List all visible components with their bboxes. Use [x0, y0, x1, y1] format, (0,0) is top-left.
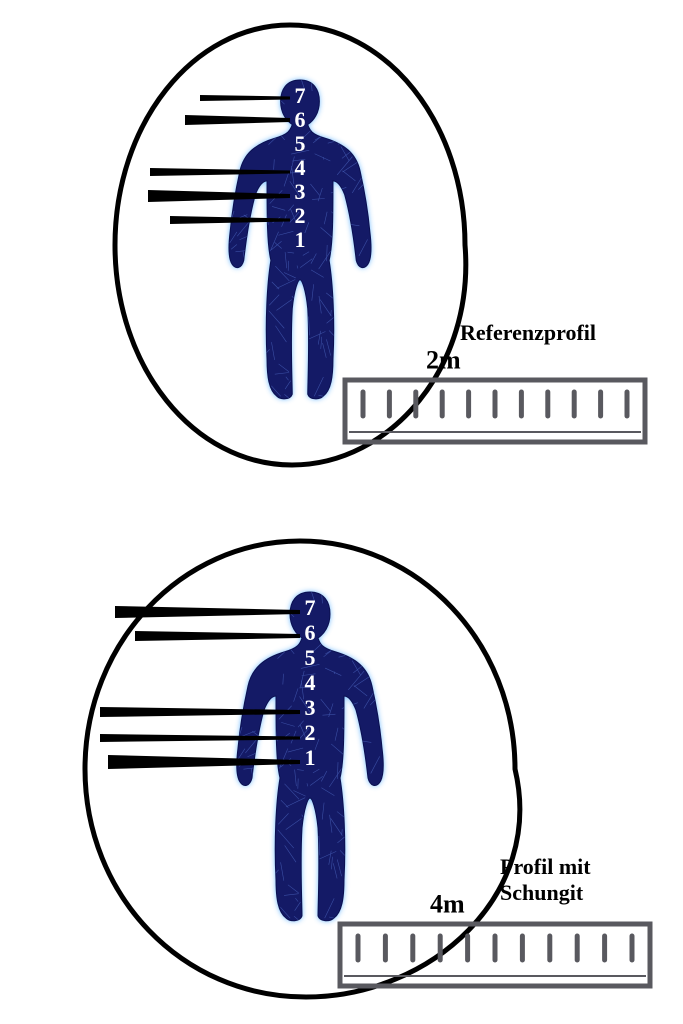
figure-number-6: 6 — [305, 620, 316, 645]
level-bar-3 — [100, 707, 300, 717]
figure-number-3: 3 — [295, 179, 306, 204]
figure-number-6: 6 — [295, 107, 306, 132]
level-bar-1 — [115, 606, 300, 618]
panel-top: 7654321 2m — [0, 0, 683, 512]
scale-ruler: 4m — [340, 889, 650, 986]
figure-number-2: 2 — [295, 203, 306, 228]
level-bar-2 — [135, 631, 300, 641]
panel-label-top: Referenzprofil — [460, 320, 596, 346]
panel-svg-top: 7654321 2m — [0, 0, 683, 512]
scale-value: 4m — [430, 889, 465, 918]
figure-number-4: 4 — [305, 670, 316, 695]
figure-number-1: 1 — [305, 745, 316, 770]
figure-number-1: 1 — [295, 227, 306, 252]
level-bar-1 — [200, 95, 290, 101]
figure-numbers: 7654321 — [305, 595, 316, 770]
figure-number-7: 7 — [295, 83, 306, 108]
figure-numbers: 7654321 — [295, 83, 306, 252]
scale-value: 2m — [426, 345, 461, 374]
level-bar-4 — [100, 734, 300, 742]
figure-number-3: 3 — [305, 695, 316, 720]
figure-number-4: 4 — [295, 155, 306, 180]
figure-number-5: 5 — [295, 131, 306, 156]
figure-number-5: 5 — [305, 645, 316, 670]
figure-number-2: 2 — [305, 720, 316, 745]
panel-bottom: 7654321 4m — [0, 524, 683, 1024]
level-bar-2 — [185, 115, 290, 125]
level-bar-5 — [108, 755, 300, 769]
panel-svg-bottom: 7654321 4m — [0, 524, 683, 1024]
figure-number-7: 7 — [305, 595, 316, 620]
panel-label-bottom: Profil mit Schungit — [500, 854, 591, 906]
